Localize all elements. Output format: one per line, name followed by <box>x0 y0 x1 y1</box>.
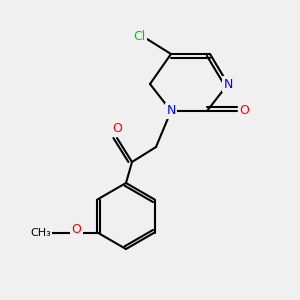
Text: O: O <box>71 223 81 236</box>
Text: Cl: Cl <box>134 29 146 43</box>
Text: N: N <box>223 77 233 91</box>
Text: O: O <box>112 122 122 136</box>
Text: CH₃: CH₃ <box>30 227 51 238</box>
Text: N: N <box>166 104 176 118</box>
Text: O: O <box>240 104 249 118</box>
